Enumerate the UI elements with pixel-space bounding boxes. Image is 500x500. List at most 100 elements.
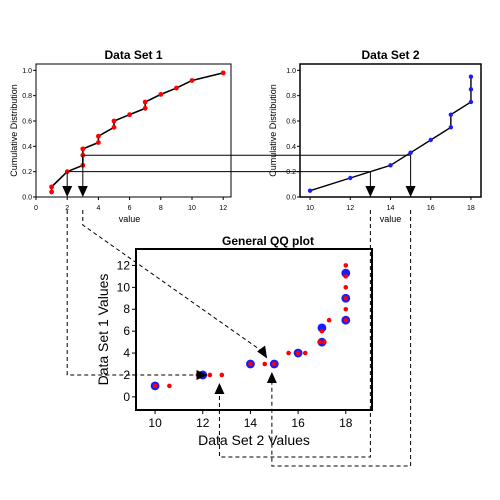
chart-title-data-set-1: Data Set 1 xyxy=(104,48,162,62)
y-tick-label: 0.6 xyxy=(286,119,296,126)
y-tick-label: 8 xyxy=(123,302,130,316)
x-tick-label: 16 xyxy=(291,416,305,430)
y-tick-label: 0.4 xyxy=(286,144,296,151)
x-tick-label: 10 xyxy=(306,205,314,212)
y-tick-label: 10 xyxy=(117,280,131,294)
y-tick-label: 6 xyxy=(123,324,130,338)
qq-point-red xyxy=(326,317,332,323)
plot-frame-data-set-1 xyxy=(35,63,232,198)
qq-point-red xyxy=(317,339,322,345)
qq-point-red xyxy=(286,350,291,356)
x-tick-label: 0 xyxy=(34,205,38,212)
data-point-data-set-1 xyxy=(96,133,101,139)
x-tick-label: 12 xyxy=(219,205,227,212)
dashed-connector xyxy=(66,210,197,376)
data-point-data-set-1 xyxy=(142,105,148,111)
y-tick-label: 4 xyxy=(123,346,130,360)
y-axis-label: Data Set 1 Values xyxy=(95,274,111,386)
qq-point-red xyxy=(302,350,308,356)
x-tick-label: 16 xyxy=(427,205,435,212)
arrow-down-icon xyxy=(62,186,73,197)
data-point-data-set-2 xyxy=(388,163,393,168)
qq-point-red xyxy=(343,295,349,301)
qq-point-red xyxy=(262,361,268,367)
dashed-connector xyxy=(271,210,412,467)
x-axis-label: value xyxy=(380,214,402,224)
data-point-data-set-2 xyxy=(468,99,474,105)
data-point-data-set-2 xyxy=(348,175,353,181)
qq-point-red xyxy=(322,339,327,345)
x-tick-label: 12 xyxy=(346,205,354,212)
y-tick-label: 0.0 xyxy=(22,195,32,202)
data-point-data-set-2 xyxy=(428,137,433,143)
arrow-down-icon xyxy=(365,186,376,197)
data-point-data-set-2 xyxy=(448,125,454,130)
data-point-data-set-1 xyxy=(80,146,86,152)
x-tick-label: 12 xyxy=(196,416,210,430)
chart-title-qq: General QQ plot xyxy=(222,234,314,248)
data-point-data-set-1 xyxy=(158,92,164,97)
data-point-data-set-2 xyxy=(468,74,474,79)
data-point-data-set-2 xyxy=(307,188,313,193)
data-point-data-set-1 xyxy=(111,118,117,124)
y-tick-label: 0.8 xyxy=(286,93,296,100)
data-point-data-set-1 xyxy=(220,70,226,76)
y-tick-label: 0.8 xyxy=(22,93,32,100)
y-tick-label: 0.0 xyxy=(286,195,296,202)
y-tick-label: 0.4 xyxy=(22,144,32,151)
data-point-data-set-2 xyxy=(448,112,454,117)
data-point-data-set-1 xyxy=(96,140,101,145)
data-point-data-set-1 xyxy=(189,78,195,83)
x-tick-label: 10 xyxy=(148,416,162,430)
qq-point-red xyxy=(343,285,349,290)
arrow-down-icon xyxy=(77,186,88,197)
qq-point-blue xyxy=(317,323,327,333)
arrow-diagonal-icon xyxy=(257,345,268,359)
x-axis-label: Data Set 2 Values xyxy=(198,432,310,448)
dashed-connector xyxy=(218,210,371,458)
cdf-line-data-set-1 xyxy=(50,72,224,192)
plot-frame-qq xyxy=(135,248,373,411)
qq-point-red xyxy=(152,383,158,389)
data-point-data-set-2 xyxy=(408,150,413,155)
qq-point-red xyxy=(271,361,277,367)
data-point-data-set-1 xyxy=(127,112,132,118)
qq-point-red xyxy=(167,383,172,389)
y-tick-label: 0.2 xyxy=(286,169,296,176)
dashed-connector xyxy=(82,210,262,351)
arrow-right-icon xyxy=(196,369,208,380)
x-axis-label: value xyxy=(119,214,141,224)
arrow-down-icon xyxy=(405,186,416,197)
qq-point-red xyxy=(219,372,225,378)
qq-point-red xyxy=(207,372,213,378)
arrow-up-icon xyxy=(266,372,277,383)
x-tick-label: 18 xyxy=(339,416,353,430)
qq-point-red xyxy=(319,328,325,334)
x-tick-label: 10 xyxy=(188,205,196,212)
data-point-data-set-1 xyxy=(49,184,54,190)
y-tick-label: 12 xyxy=(117,258,131,272)
qq-point-blue xyxy=(341,268,351,278)
y-axis-label: Cumulative Distribution xyxy=(268,84,278,177)
qq-point-red xyxy=(343,274,349,279)
qq-point-red xyxy=(343,317,349,323)
x-tick-label: 4 xyxy=(96,205,100,212)
arrow-up-icon xyxy=(214,382,225,394)
qq-point-red xyxy=(295,350,301,356)
y-tick-label: 1.0 xyxy=(22,68,32,75)
qq-point-red xyxy=(343,306,349,312)
y-axis-label: Cumulative Distribution xyxy=(9,84,19,177)
qq-point-red xyxy=(343,263,349,268)
data-point-data-set-1 xyxy=(142,99,148,105)
y-tick-label: 0.2 xyxy=(22,169,32,176)
x-tick-label: 18 xyxy=(467,205,475,212)
data-point-data-set-2 xyxy=(468,87,474,92)
data-point-data-set-1 xyxy=(49,189,54,195)
y-tick-label: 0 xyxy=(123,390,130,404)
x-tick-label: 8 xyxy=(159,205,163,212)
data-point-data-set-1 xyxy=(111,124,117,130)
x-tick-label: 14 xyxy=(387,205,395,212)
cdf-line-data-set-2 xyxy=(309,76,472,192)
